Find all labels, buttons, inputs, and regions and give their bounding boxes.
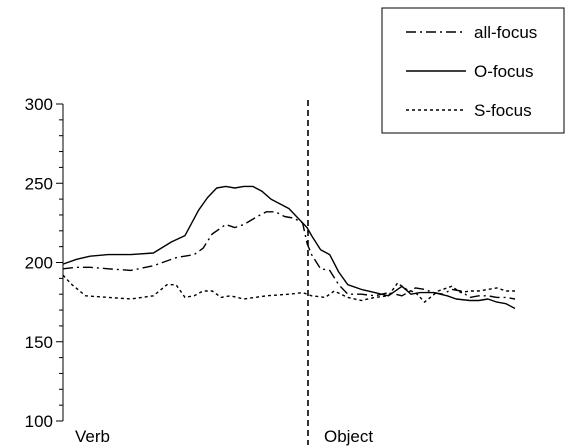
y-tick-label: 300 xyxy=(25,95,53,114)
region-labels: Verb Object xyxy=(75,427,373,446)
legend-label: all-focus xyxy=(474,23,537,42)
legend-label: O-focus xyxy=(474,62,534,81)
legend: all-focus O-focus S-focus xyxy=(381,7,565,134)
legend-label: S-focus xyxy=(474,101,532,120)
region-label: Object xyxy=(324,427,373,446)
y-tick-label: 250 xyxy=(25,174,53,193)
series-line-all-focus xyxy=(62,211,516,300)
series-layer xyxy=(62,185,516,310)
y-tick-label: 100 xyxy=(25,412,53,431)
y-tick-label: 150 xyxy=(25,333,53,352)
series-line-s-focus xyxy=(62,274,515,303)
series-line-o-focus xyxy=(62,185,516,310)
region-label: Verb xyxy=(75,427,110,446)
y-axis: 100 150 200 250 300 xyxy=(25,95,64,431)
y-tick-label: 200 xyxy=(25,254,53,273)
